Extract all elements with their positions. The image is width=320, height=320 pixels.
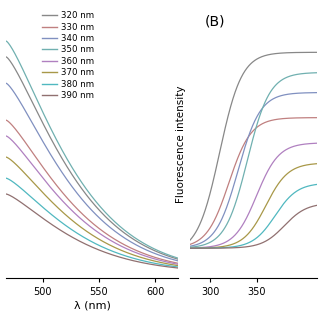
Y-axis label: Fluorescence intensity: Fluorescence intensity (176, 85, 186, 203)
Legend: 320 nm, 330 nm, 340 nm, 350 nm, 360 nm, 370 nm, 380 nm, 390 nm: 320 nm, 330 nm, 340 nm, 350 nm, 360 nm, … (42, 11, 94, 100)
Text: (B): (B) (205, 15, 226, 29)
X-axis label: λ (nm): λ (nm) (74, 300, 111, 310)
